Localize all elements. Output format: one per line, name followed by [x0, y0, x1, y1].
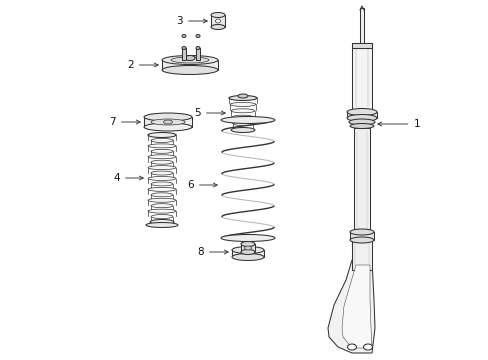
Ellipse shape [148, 198, 176, 202]
Bar [196, 48, 200, 60]
Bar [346, 112, 376, 118]
Bar [351, 240, 371, 270]
Ellipse shape [162, 66, 218, 75]
Ellipse shape [150, 220, 174, 225]
Bar [351, 43, 371, 112]
Ellipse shape [238, 94, 247, 98]
Ellipse shape [162, 55, 218, 64]
Text: 1: 1 [377, 119, 419, 129]
Ellipse shape [363, 344, 372, 350]
Ellipse shape [151, 119, 184, 125]
Text: 5: 5 [194, 108, 225, 118]
Ellipse shape [348, 119, 374, 125]
Ellipse shape [349, 237, 373, 243]
Ellipse shape [231, 253, 264, 261]
Ellipse shape [143, 113, 192, 121]
Bar [143, 117, 192, 127]
Ellipse shape [184, 55, 195, 60]
Ellipse shape [241, 242, 254, 247]
Ellipse shape [221, 234, 274, 242]
Ellipse shape [230, 102, 255, 107]
Bar [231, 250, 264, 257]
Ellipse shape [163, 120, 172, 124]
Ellipse shape [148, 209, 176, 213]
Ellipse shape [196, 46, 200, 50]
Ellipse shape [210, 24, 224, 30]
Ellipse shape [151, 193, 173, 197]
Ellipse shape [151, 182, 173, 186]
Ellipse shape [231, 247, 264, 253]
Polygon shape [327, 260, 374, 353]
Ellipse shape [148, 187, 176, 192]
Bar [351, 43, 371, 48]
Ellipse shape [148, 176, 176, 180]
Ellipse shape [148, 133, 176, 137]
Text: 6: 6 [187, 180, 217, 190]
Ellipse shape [346, 108, 376, 116]
Bar [241, 244, 254, 252]
Ellipse shape [232, 115, 253, 119]
Ellipse shape [148, 144, 176, 148]
Ellipse shape [231, 109, 254, 113]
Polygon shape [341, 265, 371, 348]
Ellipse shape [230, 127, 254, 132]
FancyBboxPatch shape [210, 15, 224, 27]
Ellipse shape [210, 13, 224, 18]
Ellipse shape [349, 123, 373, 129]
Ellipse shape [182, 35, 185, 37]
Ellipse shape [221, 117, 274, 123]
Ellipse shape [148, 166, 176, 170]
Ellipse shape [182, 46, 185, 50]
Ellipse shape [148, 132, 176, 138]
Ellipse shape [233, 122, 252, 126]
Ellipse shape [151, 160, 173, 164]
Ellipse shape [228, 95, 257, 100]
Ellipse shape [244, 246, 251, 250]
Ellipse shape [143, 123, 192, 131]
Ellipse shape [346, 114, 376, 122]
Ellipse shape [171, 57, 208, 63]
Ellipse shape [151, 215, 173, 219]
Text: 7: 7 [109, 117, 140, 127]
Bar [162, 60, 218, 70]
Ellipse shape [151, 171, 173, 175]
Bar [182, 48, 185, 60]
Ellipse shape [196, 35, 200, 37]
Ellipse shape [148, 155, 176, 159]
Bar [359, 8, 363, 45]
Text: 8: 8 [197, 247, 228, 257]
Bar [353, 128, 369, 232]
Text: 4: 4 [113, 173, 143, 183]
Ellipse shape [349, 229, 373, 235]
Bar [349, 232, 373, 240]
Text: 3: 3 [176, 16, 207, 26]
Ellipse shape [241, 249, 254, 255]
Text: 2: 2 [127, 60, 158, 70]
Ellipse shape [151, 149, 173, 153]
Ellipse shape [215, 19, 220, 23]
Ellipse shape [228, 96, 257, 100]
Ellipse shape [151, 139, 173, 143]
Ellipse shape [151, 204, 173, 208]
Ellipse shape [347, 344, 356, 350]
Ellipse shape [146, 222, 178, 228]
